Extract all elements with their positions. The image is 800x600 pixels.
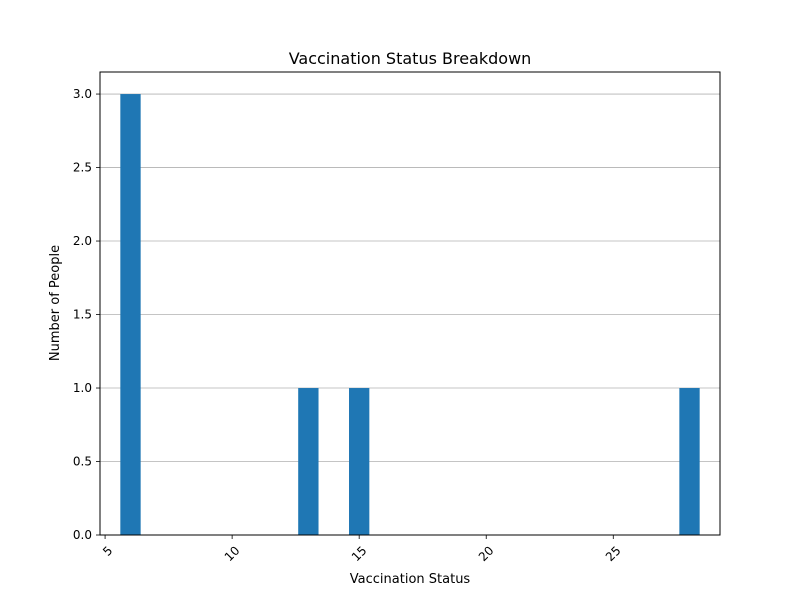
x-tick-label: 25 — [603, 543, 624, 564]
x-axis-label: Vaccination Status — [350, 572, 471, 587]
x-tick-label: 10 — [222, 543, 243, 564]
y-axis-ticks: 0.0 0.5 1.0 1.5 2.0 2.5 3.0 — [73, 87, 100, 542]
x-axis-ticks: 5 10 15 20 25 — [100, 535, 624, 564]
y-tick-label: 1.5 — [73, 308, 92, 322]
y-tick-label: 0.0 — [73, 528, 92, 542]
y-tick-label: 0.5 — [73, 455, 92, 469]
y-axis-label: Number of People — [48, 245, 63, 361]
chart-title: Vaccination Status Breakdown — [289, 49, 532, 68]
bar — [679, 388, 700, 535]
bar — [298, 388, 319, 535]
y-tick-label: 2.5 — [73, 161, 92, 175]
plot-frame — [99, 71, 721, 536]
bar — [120, 94, 141, 536]
x-tick-label: 5 — [100, 543, 115, 558]
bar — [349, 388, 370, 535]
x-tick-label: 15 — [349, 543, 370, 564]
y-tick-label: 1.0 — [73, 381, 92, 395]
y-tick-label: 3.0 — [73, 87, 92, 101]
y-tick-label: 2.0 — [73, 234, 92, 248]
x-tick-label: 20 — [476, 543, 497, 564]
bars — [120, 94, 700, 536]
grid — [100, 93, 720, 536]
